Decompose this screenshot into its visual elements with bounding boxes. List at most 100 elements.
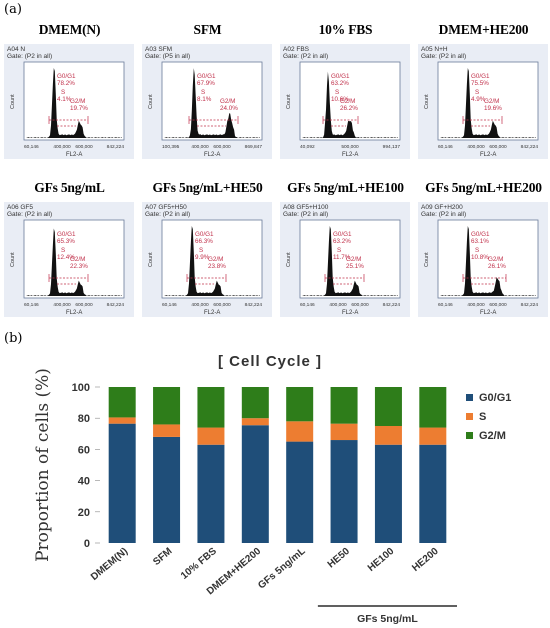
bar-segment-s [153, 424, 181, 437]
histogram-xtick: 60,146 [162, 302, 177, 308]
histogram-ylabel: Count [10, 252, 16, 267]
x-tick-label: SFM [151, 546, 174, 568]
histogram-ylabel: Count [286, 94, 292, 109]
histogram-title: GFs 5ng/mL [34, 180, 105, 195]
legend-entry: S [479, 411, 486, 423]
histogram-g0g1-label: G0/G1 [195, 231, 214, 238]
histogram-xtick: 600,000 [351, 302, 369, 308]
histogram-gate-label: Gate: (P2 in all) [283, 53, 328, 60]
bar-segment-g0g1 [241, 425, 269, 543]
histogram-s-label: S [61, 247, 65, 254]
histogram-xtick: 400,000 [53, 302, 71, 308]
legend-swatch [466, 413, 473, 420]
histogram-xtick: 400,000 [329, 302, 347, 308]
y-tick-label: 60 [78, 444, 90, 456]
histogram-s-label: S [201, 89, 205, 96]
histogram-sample-name: A09 GF+H200 [421, 204, 463, 211]
histogram-gate-label: Gate: (P2 in all) [283, 211, 328, 218]
histogram-g2m-value: 22.3% [70, 263, 88, 270]
histogram-title: SFM [193, 22, 222, 37]
histogram-g0g1-value: 63.2% [331, 80, 349, 87]
bar-segment-g0g1 [419, 444, 447, 543]
bar-segment-g0g1 [153, 436, 181, 543]
histogram-sample-name: A03 SFM [145, 46, 172, 53]
histogram-xtick: 600,000 [75, 302, 93, 308]
histogram-g2m-value: 26.1% [488, 263, 506, 270]
histogram-xtick: 60,146 [24, 302, 39, 308]
histogram-g2m-label: G2/M [340, 98, 355, 105]
panel-b-label: (b) [4, 331, 23, 346]
histogram-s-label: S [475, 247, 479, 254]
histogram-plot-area [437, 61, 539, 141]
bar-segment-s [286, 421, 314, 442]
histogram-g2m-label: G2/M [484, 98, 499, 105]
bar-segment-g2m [197, 387, 225, 428]
histogram-g0g1-value: 63.1% [471, 238, 489, 245]
histogram-g2m-label: G2/M [346, 256, 361, 263]
histogram-g0g1-value: 66.3% [195, 238, 213, 245]
histogram-s-label: S [475, 89, 479, 96]
bar-segment-s [197, 427, 225, 445]
histogram-ylabel: Count [286, 252, 292, 267]
histogram-distribution [302, 71, 398, 138]
histogram-xtick: 842,224 [245, 302, 263, 308]
histogram-g2m-value: 26.2% [340, 105, 358, 112]
histogram-xtick: 600,000 [489, 144, 507, 150]
histogram-xtick: 400,000 [191, 144, 209, 150]
bar-segment-s [330, 423, 358, 441]
histogram-plot-area [437, 219, 539, 299]
histogram-s-value: 8.1% [197, 96, 212, 103]
histogram-xlabel: FL2-A [480, 310, 496, 316]
y-tick-label: 100 [72, 382, 90, 394]
histogram-title: DMEM+HE200 [438, 22, 529, 37]
bar-segment-g0g1 [286, 441, 314, 543]
histogram-g2m-label: G2/M [70, 98, 85, 105]
histogram-s-value: 10.8% [471, 254, 489, 261]
histogram-xtick: 100,395 [162, 144, 180, 150]
histogram-xlabel: FL2-A [66, 152, 82, 158]
histogram-g2m-value: 25.1% [346, 263, 364, 270]
histogram-ylabel: Count [424, 94, 430, 109]
histogram-g2m-value: 19.6% [484, 105, 502, 112]
histogram-title: GFs 5ng/mL+HE200 [425, 180, 542, 195]
histogram-s-label: S [199, 247, 203, 254]
x-tick-label: GFs 5ng/mL [256, 546, 307, 592]
bar-segment-g0g1 [108, 423, 136, 543]
histogram-plot-area [161, 219, 263, 299]
histogram-g0g1-label: G0/G1 [471, 73, 490, 80]
histogram-title: GFs 5ng/mL+HE100 [287, 180, 404, 195]
histogram-xtick: 400,000 [191, 302, 209, 308]
histogram-xtick: 842,224 [107, 144, 125, 150]
histogram-xtick: 400,000 [53, 144, 71, 150]
y-axis-label: Proportion of cells (%) [33, 368, 53, 562]
x-tick-label: 10% FBS [179, 546, 219, 582]
histogram-g0g1-label: G0/G1 [57, 73, 76, 80]
histogram-g2m-label: G2/M [208, 256, 223, 263]
bar-segment-g2m [286, 387, 314, 422]
x-tick-label: DMEM(N) [89, 546, 130, 583]
histogram-xtick: 842,224 [383, 302, 401, 308]
histogram-g2m-label: G2/M [488, 256, 503, 263]
histogram-s-value: 10.6% [331, 96, 349, 103]
chart-title: [ Cell Cycle ] [218, 353, 322, 370]
histogram-xlabel: FL2-A [204, 310, 220, 316]
histogram-ylabel: Count [424, 252, 430, 267]
histogram-xtick: 600,000 [213, 302, 231, 308]
histogram-xtick: 400,000 [467, 144, 485, 150]
histogram-g0g1-label: G0/G1 [333, 231, 352, 238]
histogram-xtick: 869,847 [245, 144, 263, 150]
histogram-g0g1-label: G0/G1 [57, 231, 76, 238]
bar-segment-g0g1 [374, 444, 402, 543]
histogram-xtick: 60,146 [300, 302, 315, 308]
bar-segment-s [374, 426, 402, 445]
histogram-title: GFs 5ng/mL+HE50 [152, 180, 263, 195]
bar-segment-g2m [419, 387, 447, 428]
histogram-g0g1-value: 75.5% [471, 80, 489, 87]
y-tick-label: 80 [78, 413, 90, 425]
histogram-g0g1-value: 65.3% [57, 238, 75, 245]
histogram-s-value: 11.7% [333, 254, 351, 261]
